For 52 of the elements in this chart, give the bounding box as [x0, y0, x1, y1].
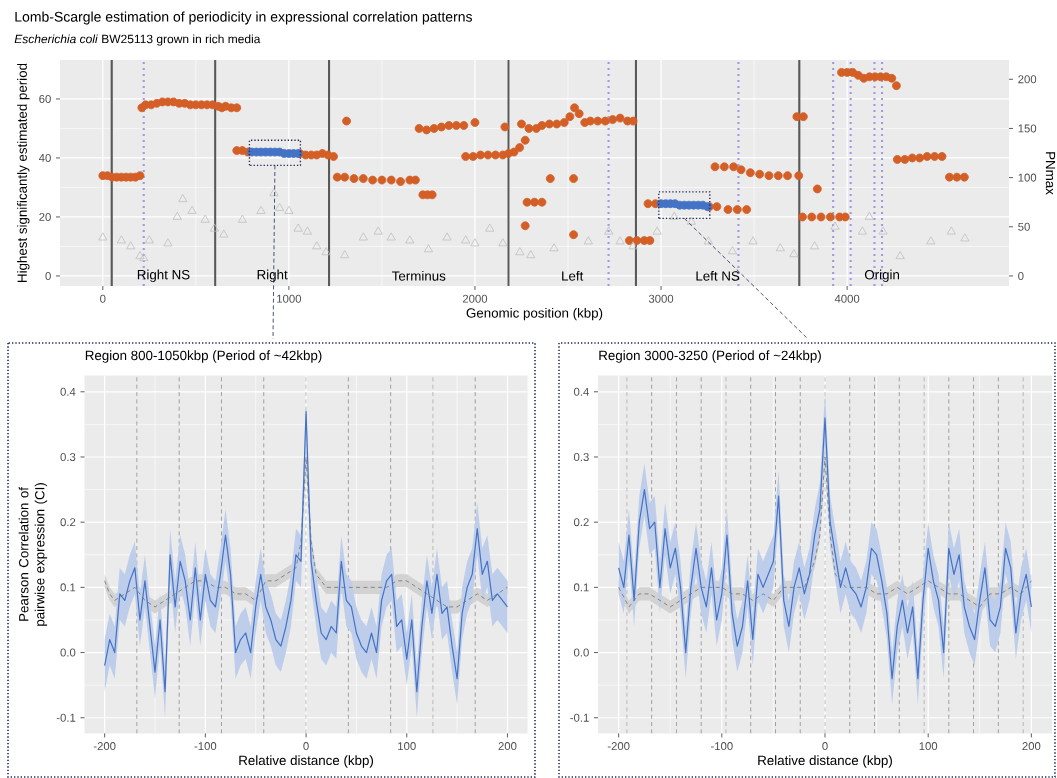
x-axis-title: Genomic position (kbp)	[466, 307, 603, 321]
y-tick-label: 20	[39, 212, 51, 221]
chart-subtitle: Escherichia coli BW25113 grown in rich media	[14, 34, 261, 46]
y-tick-label: -0.1	[570, 713, 589, 722]
annotation: Right	[257, 269, 288, 283]
x-tick-label: -200	[607, 742, 630, 751]
x-tick-label: 100	[398, 742, 416, 751]
chart-title: Lomb-Scargle estimation of periodicity in expressional correlation patterns	[15, 11, 472, 25]
annotation: Left NS	[696, 270, 740, 281]
annotation: Origin	[864, 269, 899, 283]
y-tick-label: 40	[38, 153, 51, 162]
x-tick-label: 1000	[277, 294, 302, 303]
y-axis-title: Highest significantly estimated period	[17, 63, 30, 282]
x-tick-label: -200	[93, 742, 116, 751]
x-tick-label: 4000	[834, 294, 860, 303]
y-tick-label: 0.3	[60, 452, 76, 461]
y2-tick-label: 100	[1018, 173, 1037, 182]
y-tick-label: 0.2	[60, 518, 76, 527]
y-tick-label: 0.1	[60, 583, 76, 592]
chart-title: Region 3000-3250 (Period of ~24kbp)	[599, 350, 821, 363]
x-tick-label: 100	[919, 742, 938, 751]
y-axis-title: Pearson Correlation of pairwise expression (CI)	[18, 483, 48, 626]
x-axis-title: Relative distance (kbp)	[758, 755, 892, 768]
y-tick-label: 0	[45, 271, 51, 280]
annotation: Right NS	[137, 269, 190, 283]
y-tick-label: 0.4	[573, 387, 589, 396]
y-tick-label: 0.0	[60, 648, 76, 657]
x-tick-label: 3000	[648, 294, 674, 303]
x-tick-label: 200	[498, 742, 517, 751]
annotation: Left	[562, 270, 584, 281]
x-tick-label: -100	[710, 742, 733, 751]
x-tick-label: 0	[303, 742, 309, 751]
y2-axis-title: PNmax	[1045, 152, 1056, 195]
y-tick-label: -0.1	[56, 713, 76, 722]
x-axis-title: Relative distance (kbp)	[239, 755, 374, 768]
y-tick-label: 0.1	[573, 583, 589, 592]
y2-tick-label: 200	[1018, 75, 1037, 84]
x-tick-label: -100	[194, 742, 217, 751]
y2-tick-label: 0	[1018, 271, 1024, 280]
x-tick-label: 0	[822, 742, 828, 751]
y-tick-label: 0.2	[573, 518, 589, 527]
y2-tick-label: 150	[1018, 124, 1037, 133]
x-tick-label: 2000	[462, 294, 488, 303]
chart-title: Region 800-1050kbp (Period of ~42kbp)	[85, 350, 322, 363]
x-tick-label: 200	[1022, 742, 1041, 751]
y-tick-label: 0.4	[60, 387, 76, 396]
y2-tick-label: 50	[1018, 222, 1030, 231]
y-tick-label: 0.0	[573, 648, 589, 657]
annotation: Terminus	[392, 270, 446, 281]
y-tick-label: 60	[39, 94, 51, 103]
x-tick-label: 0	[100, 294, 106, 303]
y-tick-label: 0.3	[573, 452, 589, 461]
